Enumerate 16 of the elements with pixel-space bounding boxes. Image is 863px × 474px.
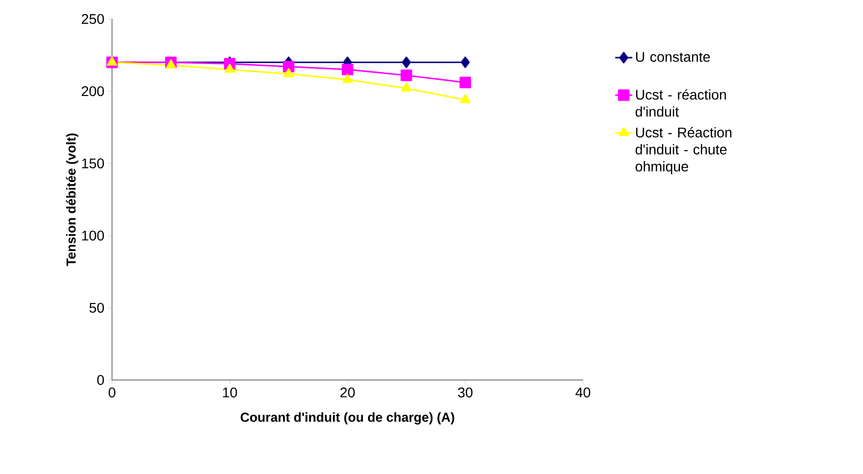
- legend-label: Ucst - réaction d'induit: [636, 89, 726, 117]
- x-tick-label: 0: [108, 388, 116, 398]
- x-tick-label: 20: [340, 388, 355, 398]
- y-tick-label: 50: [89, 302, 104, 313]
- legend-label: Ucst - Réaction d'induit - chute ohmique: [636, 127, 732, 174]
- x-tick-label: 30: [458, 388, 472, 398]
- y-tick-label: 100: [82, 230, 104, 241]
- y-axis-title: Tension débitée (volt): [66, 133, 78, 266]
- legend-label: U constante: [636, 52, 710, 62]
- x-tick-label: 10: [223, 388, 237, 398]
- y-tick-label: 250: [82, 14, 104, 24]
- x-tick-label: 40: [576, 388, 590, 398]
- y-tick-label: 0: [97, 375, 104, 385]
- y-tick-label: 200: [82, 86, 104, 96]
- y-tick-label: 150: [82, 158, 104, 168]
- x-axis-title: Courant d'induit (ou de charge) (A): [240, 412, 454, 424]
